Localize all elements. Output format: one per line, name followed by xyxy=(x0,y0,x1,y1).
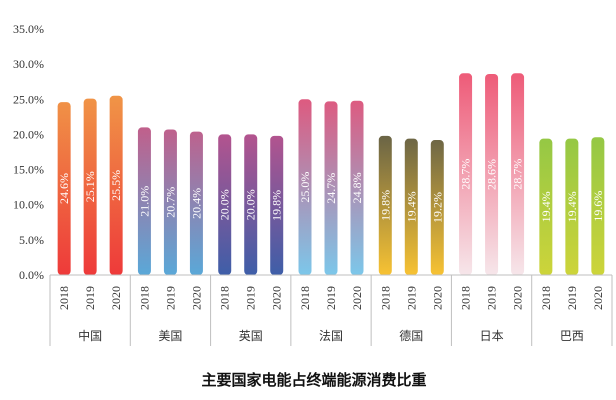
bar xyxy=(459,73,473,275)
y-tick-label: 35.0% xyxy=(13,22,44,36)
year-tick-label: 2020 xyxy=(430,286,444,310)
data-label: 28.7% xyxy=(459,159,473,190)
year-tick-label: 2018 xyxy=(137,286,151,310)
data-label: 25.1% xyxy=(83,171,97,202)
bar xyxy=(163,129,177,275)
year-tick-label: 2020 xyxy=(350,286,364,310)
data-label: 28.6% xyxy=(485,159,499,190)
bar xyxy=(137,127,151,276)
year-tick-label: 2020 xyxy=(189,286,203,310)
year-tick-label: 2019 xyxy=(404,286,418,310)
y-tick-label: 20.0% xyxy=(13,127,44,141)
y-axis: 0.0% 5.0% 10.0% 15.0% 20.0% 25.0% 30.0% 35.0% xyxy=(13,22,44,282)
y-tick-label: 25.0% xyxy=(13,92,44,106)
bar xyxy=(378,135,392,275)
y-tick-label: 10.0% xyxy=(13,198,44,212)
country-label: 英国 xyxy=(239,329,263,343)
chart-title: 主要国家电能占终端能源消费比重 xyxy=(201,371,426,389)
data-label: 19.8% xyxy=(270,190,284,221)
year-tick-label: 2019 xyxy=(163,286,177,310)
y-tick-label: 15.0% xyxy=(13,163,44,177)
data-label: 19.2% xyxy=(430,192,444,223)
year-tick-label: 2018 xyxy=(539,286,553,310)
year-tick-label: 2020 xyxy=(270,286,284,310)
data-label: 21.0% xyxy=(137,186,151,217)
bar xyxy=(565,138,579,275)
bar xyxy=(189,131,203,275)
year-tick-label: 2018 xyxy=(378,286,392,310)
year-tick-label: 2020 xyxy=(511,286,525,310)
x-axis: 2018 2019 2020 中国 2018 2019 2020 美国 2018 2019 2020… xyxy=(49,274,613,346)
bar xyxy=(539,138,553,275)
data-label: 19.4% xyxy=(539,191,553,222)
bar xyxy=(324,101,338,275)
data-label: 20.0% xyxy=(218,189,232,220)
bars: 24.6% 25.1% 25.5% 21.0% 20.7% 20.4% 20.0% 20.0%… xyxy=(57,73,605,276)
country-label: 中国 xyxy=(78,328,102,343)
data-label: 19.4% xyxy=(565,191,579,222)
bar xyxy=(350,100,364,275)
year-tick-label: 2019 xyxy=(565,286,579,310)
bar xyxy=(244,134,258,275)
country-label: 美国 xyxy=(158,329,182,343)
data-label: 25.0% xyxy=(298,172,312,203)
bar xyxy=(591,137,605,275)
year-tick-label: 2018 xyxy=(298,286,312,310)
data-label: 24.7% xyxy=(324,173,338,204)
country-label: 法国 xyxy=(319,329,343,343)
year-tick-label: 2019 xyxy=(324,286,338,310)
year-tick-label: 2018 xyxy=(57,286,71,310)
year-tick-label: 2020 xyxy=(591,286,605,310)
year-tick-label: 2019 xyxy=(244,286,258,310)
bar xyxy=(298,99,312,276)
y-tick-label: 0.0% xyxy=(19,268,44,282)
year-tick-label: 2019 xyxy=(83,286,97,310)
data-label: 20.4% xyxy=(189,188,203,219)
data-label: 25.5% xyxy=(109,170,123,201)
data-label: 19.8% xyxy=(378,190,392,221)
data-label: 24.6% xyxy=(57,173,71,204)
year-tick-label: 2019 xyxy=(485,286,499,310)
y-tick-label: 30.0% xyxy=(13,57,44,71)
data-label: 19.6% xyxy=(591,191,605,222)
bar xyxy=(218,134,232,275)
year-tick-label: 2018 xyxy=(459,286,473,310)
bar xyxy=(404,138,418,275)
bar xyxy=(430,140,444,275)
bar xyxy=(485,73,499,276)
year-tick-label: 2020 xyxy=(109,286,123,310)
country-label: 巴西 xyxy=(560,329,584,343)
data-label: 24.8% xyxy=(350,172,364,203)
bar xyxy=(270,135,284,275)
year-tick-label: 2018 xyxy=(218,286,232,310)
data-label: 20.0% xyxy=(244,189,258,220)
bar xyxy=(109,95,123,276)
bar xyxy=(57,102,71,276)
country-label: 日本 xyxy=(480,329,504,343)
bar xyxy=(83,98,97,275)
data-label: 19.4% xyxy=(404,191,418,222)
bar xyxy=(511,73,525,275)
data-label: 28.7% xyxy=(511,159,525,190)
country-label: 德国 xyxy=(399,328,423,343)
y-tick-label: 5.0% xyxy=(19,233,44,247)
data-label: 20.7% xyxy=(163,187,177,218)
